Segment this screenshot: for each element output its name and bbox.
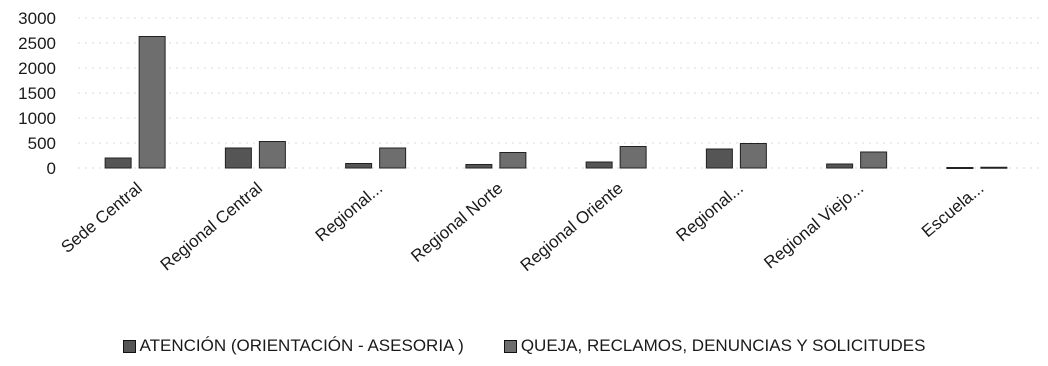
legend-swatch-queja bbox=[503, 339, 517, 353]
bar-queja bbox=[499, 152, 527, 169]
x-tick-label: Sede Central bbox=[57, 179, 145, 257]
bar-queja bbox=[860, 151, 888, 169]
y-tick-label: 3000 bbox=[18, 9, 56, 28]
y-axis: 3000 2500 2000 1500 1000 500 0 bbox=[18, 9, 56, 178]
x-tick-label: Escuela... bbox=[918, 179, 987, 242]
x-tick-label: Regional Viejo... bbox=[760, 179, 867, 273]
x-tick-label: Regional Norte bbox=[407, 179, 506, 266]
legend-item-atencion: ATENCIÓN (ORIENTACIÓN - ASESORIA ) bbox=[122, 336, 464, 356]
y-tick-label: 500 bbox=[28, 134, 56, 153]
bars bbox=[104, 36, 1008, 169]
x-tick-label: Regional Central bbox=[157, 179, 266, 275]
bar-queja bbox=[379, 147, 407, 169]
bar-queja bbox=[739, 143, 767, 169]
y-tick-label: 0 bbox=[47, 159, 56, 178]
bar-atencion bbox=[104, 157, 132, 169]
bar-queja bbox=[138, 36, 166, 169]
legend-label-atencion: ATENCIÓN (ORIENTACIÓN - ASESORIA ) bbox=[139, 336, 464, 355]
bar-atencion bbox=[585, 161, 613, 169]
y-tick-label: 2000 bbox=[18, 59, 56, 78]
x-axis: Sede Central Regional Central Regional... R… bbox=[57, 179, 987, 276]
y-tick-label: 2500 bbox=[18, 34, 56, 53]
bar-atencion bbox=[826, 163, 854, 169]
gridlines bbox=[78, 17, 1040, 169]
y-tick-label: 1500 bbox=[18, 84, 56, 103]
bar-atencion bbox=[705, 148, 733, 169]
y-tick-label: 1000 bbox=[18, 109, 56, 128]
legend-item-queja: QUEJA, RECLAMOS, DENUNCIAS Y SOLICITUDES bbox=[503, 336, 926, 356]
bar-atencion bbox=[946, 167, 974, 169]
x-tick-label: Regional... bbox=[672, 179, 746, 246]
bar-atencion bbox=[465, 164, 493, 169]
bar-queja bbox=[980, 166, 1008, 169]
legend-label-queja: QUEJA, RECLAMOS, DENUNCIAS Y SOLICITUDES bbox=[520, 336, 926, 355]
bar-queja bbox=[258, 141, 286, 169]
bar-atencion bbox=[224, 147, 252, 169]
x-tick-label: Regional Oriente bbox=[517, 179, 627, 276]
bar-atencion bbox=[345, 163, 373, 169]
legend-swatch-atencion bbox=[122, 339, 136, 353]
bar-queja bbox=[619, 146, 647, 169]
x-tick-label: Regional... bbox=[312, 179, 386, 246]
legend: ATENCIÓN (ORIENTACIÓN - ASESORIA ) QUEJA… bbox=[0, 336, 1048, 356]
